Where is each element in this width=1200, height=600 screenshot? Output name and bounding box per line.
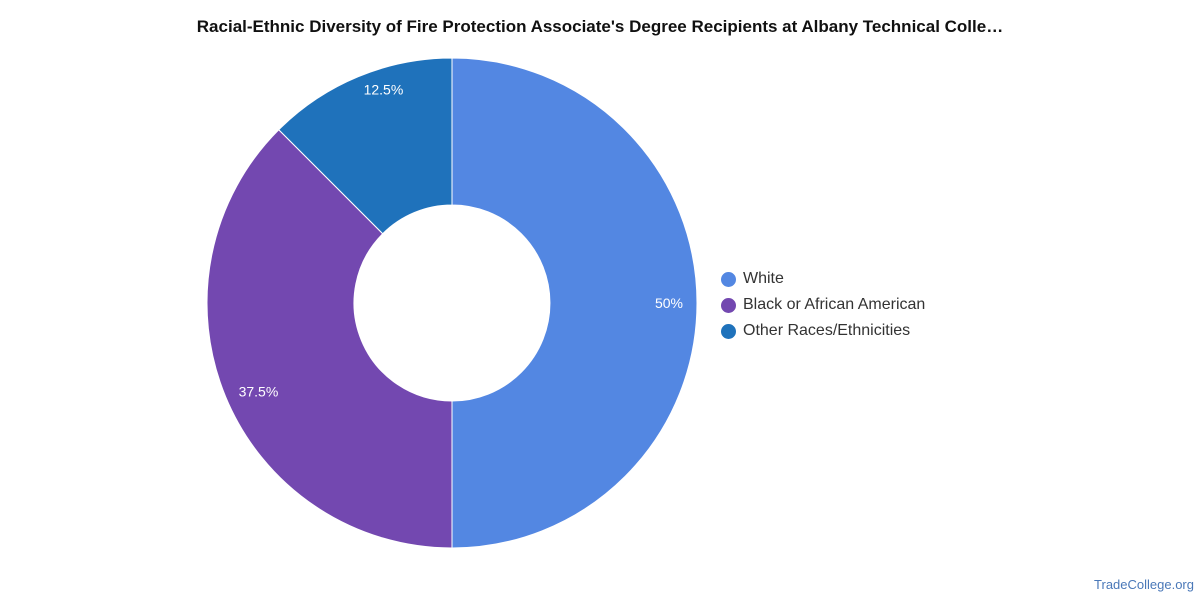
donut-slice-other-races-ethnicities[interactable] xyxy=(278,57,453,235)
legend-label-black-or-african-american: Black or African American xyxy=(743,296,926,313)
legend-item-white[interactable]: White xyxy=(721,266,925,292)
slice-label-white: 50% xyxy=(655,295,683,311)
donut-slice-white[interactable] xyxy=(451,57,698,549)
legend-label-white: White xyxy=(743,270,784,287)
slice-label-other-races-ethnicities: 12.5% xyxy=(364,82,404,98)
legend-swatch-white xyxy=(721,271,736,287)
legend-swatch-black-or-african-american xyxy=(721,297,736,313)
donut-slice-black-or-african-american[interactable] xyxy=(206,129,453,549)
chart-title: Racial-Ethnic Diversity of Fire Protecti… xyxy=(196,17,1004,36)
legend-swatch-other-races-ethnicities xyxy=(721,323,736,339)
legend-label-other-races-ethnicities: Other Races/Ethnicities xyxy=(743,322,911,339)
slice-label-black-or-african-american: 37.5% xyxy=(239,383,279,399)
source-watermark[interactable]: TradeCollege.org xyxy=(1094,577,1194,592)
legend-item-other-races-ethnicities[interactable]: Other Races/Ethnicities xyxy=(721,318,925,344)
chart-legend: White Black or African American Other Ra… xyxy=(721,266,925,344)
legend-item-black-or-african-american[interactable]: Black or African American xyxy=(721,292,925,318)
